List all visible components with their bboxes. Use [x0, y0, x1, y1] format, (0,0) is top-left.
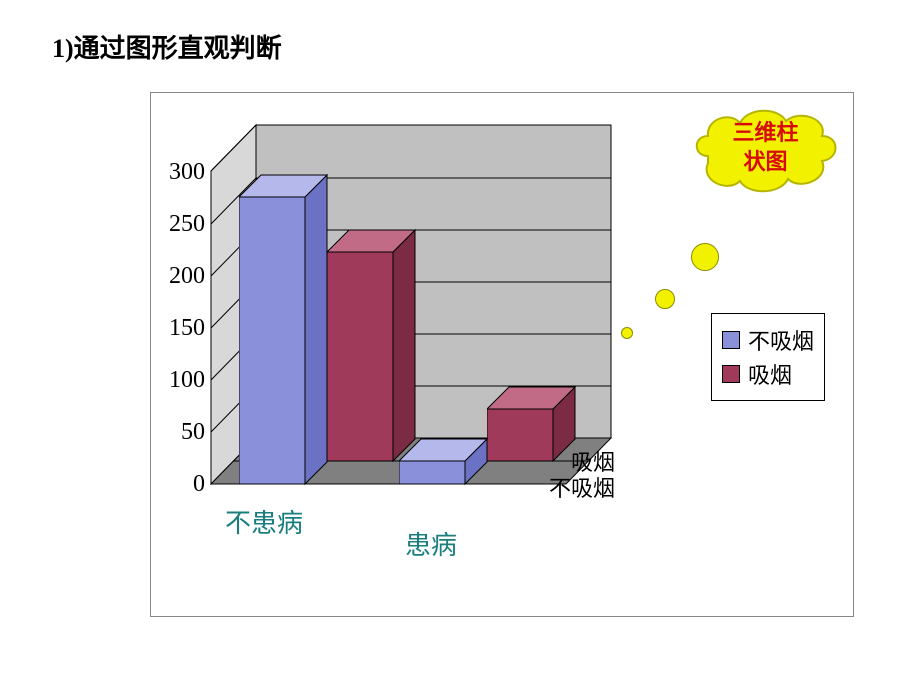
ytick-50: 50 — [155, 419, 205, 446]
legend-label-不吸烟: 不吸烟 — [748, 324, 814, 356]
legend-label-吸烟: 吸烟 — [748, 358, 792, 390]
cloud-dot-3 — [621, 327, 633, 339]
legend-swatch-吸烟 — [722, 365, 740, 383]
page-title: 1)通过图形直观判断 — [52, 28, 282, 65]
legend-item-吸烟: 吸烟 — [722, 358, 814, 390]
ytick-250: 250 — [155, 211, 205, 238]
legend: 不吸烟 吸烟 — [711, 313, 825, 401]
ytick-150: 150 — [155, 315, 205, 342]
ytick-0: 0 — [155, 471, 205, 498]
ytick-100: 100 — [155, 367, 205, 394]
chart-container: 0 50 100 150 200 250 300 — [150, 92, 854, 617]
cloud-dot-1 — [691, 243, 719, 271]
cloud-dot-2 — [655, 289, 675, 309]
legend-swatch-不吸烟 — [722, 331, 740, 349]
category-label-患病: 患病 — [405, 525, 457, 562]
ytick-300: 300 — [155, 159, 205, 186]
category-label-不患病: 不患病 — [225, 503, 303, 540]
legend-item-不吸烟: 不吸烟 — [722, 324, 814, 356]
callout-cloud: 三维柱 状图 — [688, 101, 843, 201]
bar-front-患病-不吸烟 — [399, 417, 509, 493]
chart-3d-bar: 0 50 100 150 200 250 300 — [151, 93, 853, 616]
z-label-不吸烟: 不吸烟 — [549, 471, 615, 503]
callout-text: 三维柱 状图 — [688, 119, 843, 176]
ytick-200: 200 — [155, 263, 205, 290]
